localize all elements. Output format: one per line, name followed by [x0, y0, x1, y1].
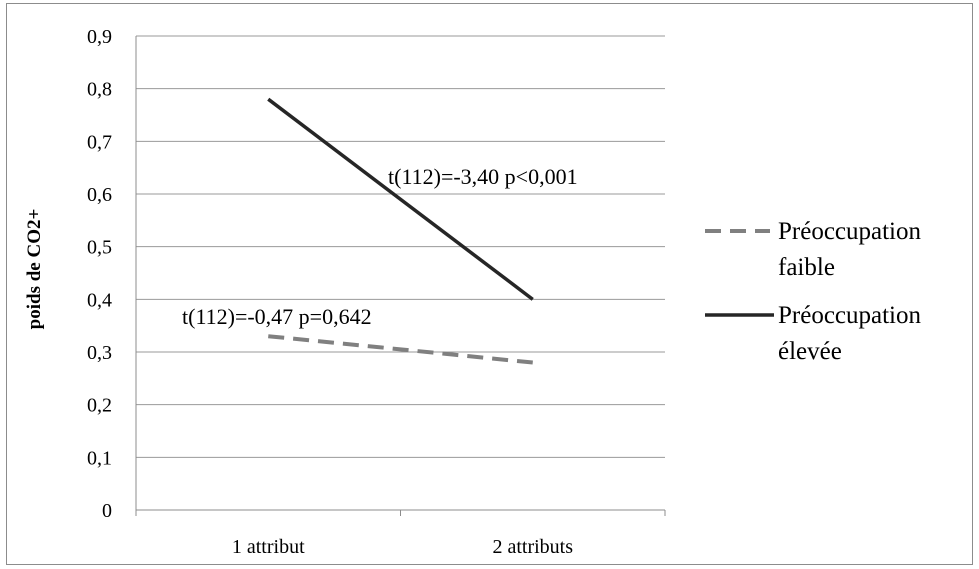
- y-tick-label: 0,1: [87, 447, 112, 469]
- grid-lines: [135, 35, 665, 511]
- annotations: t(112)=-3,40 p<0,001 t(112)=-0,47 p=0,64…: [182, 164, 578, 329]
- y-tick-label: 0,3: [87, 342, 112, 364]
- legend-label-preoccupation-faible-line1: Préoccupation: [778, 218, 922, 245]
- y-tick-label: 0,7: [87, 131, 112, 153]
- legend-item-preoccupation-elevee: Préoccupation élevée: [705, 302, 922, 365]
- legend-label-preoccupation-elevee-line1: Préoccupation: [778, 302, 922, 329]
- y-tick-label: 0,4: [87, 289, 112, 311]
- y-tick-label: 0,6: [87, 184, 112, 206]
- y-tick-label: 0: [102, 500, 112, 522]
- series-line-preoccupation-faible: [268, 334, 533, 365]
- y-tick-label: 0,8: [87, 79, 112, 101]
- chart-frame: [6, 3, 973, 565]
- legend-label-preoccupation-elevee-line2: élevée: [778, 338, 842, 365]
- x-tick-label: 2 attributs: [492, 536, 573, 558]
- y-tick-label: 0,2: [87, 395, 112, 417]
- annotation-preoccupation-faible: t(112)=-0,47 p=0,642: [182, 304, 372, 329]
- x-tick-label: 1 attribut: [232, 536, 305, 558]
- y-tick-label: 0,9: [87, 26, 112, 48]
- legend: Préoccupation faible Préoccupation élevé…: [705, 218, 922, 365]
- y-axis-label: poids de CO2+: [24, 209, 45, 330]
- y-tick-label: 0,5: [87, 237, 112, 259]
- legend-label-preoccupation-faible-line2: faible: [778, 254, 835, 281]
- y-axis-ticks: 0 0,1 0,2 0,3 0,4 0,5 0,6 0,7 0,8 0,9: [87, 26, 112, 522]
- annotation-preoccupation-elevee: t(112)=-3,40 p<0,001: [388, 164, 578, 189]
- series-line-preoccupation-elevee: [267, 97, 534, 301]
- series-lines: [267, 97, 534, 365]
- legend-item-preoccupation-faible: Préoccupation faible: [705, 218, 922, 281]
- x-axis-ticks: 1 attribut 2 attributs: [135, 510, 666, 558]
